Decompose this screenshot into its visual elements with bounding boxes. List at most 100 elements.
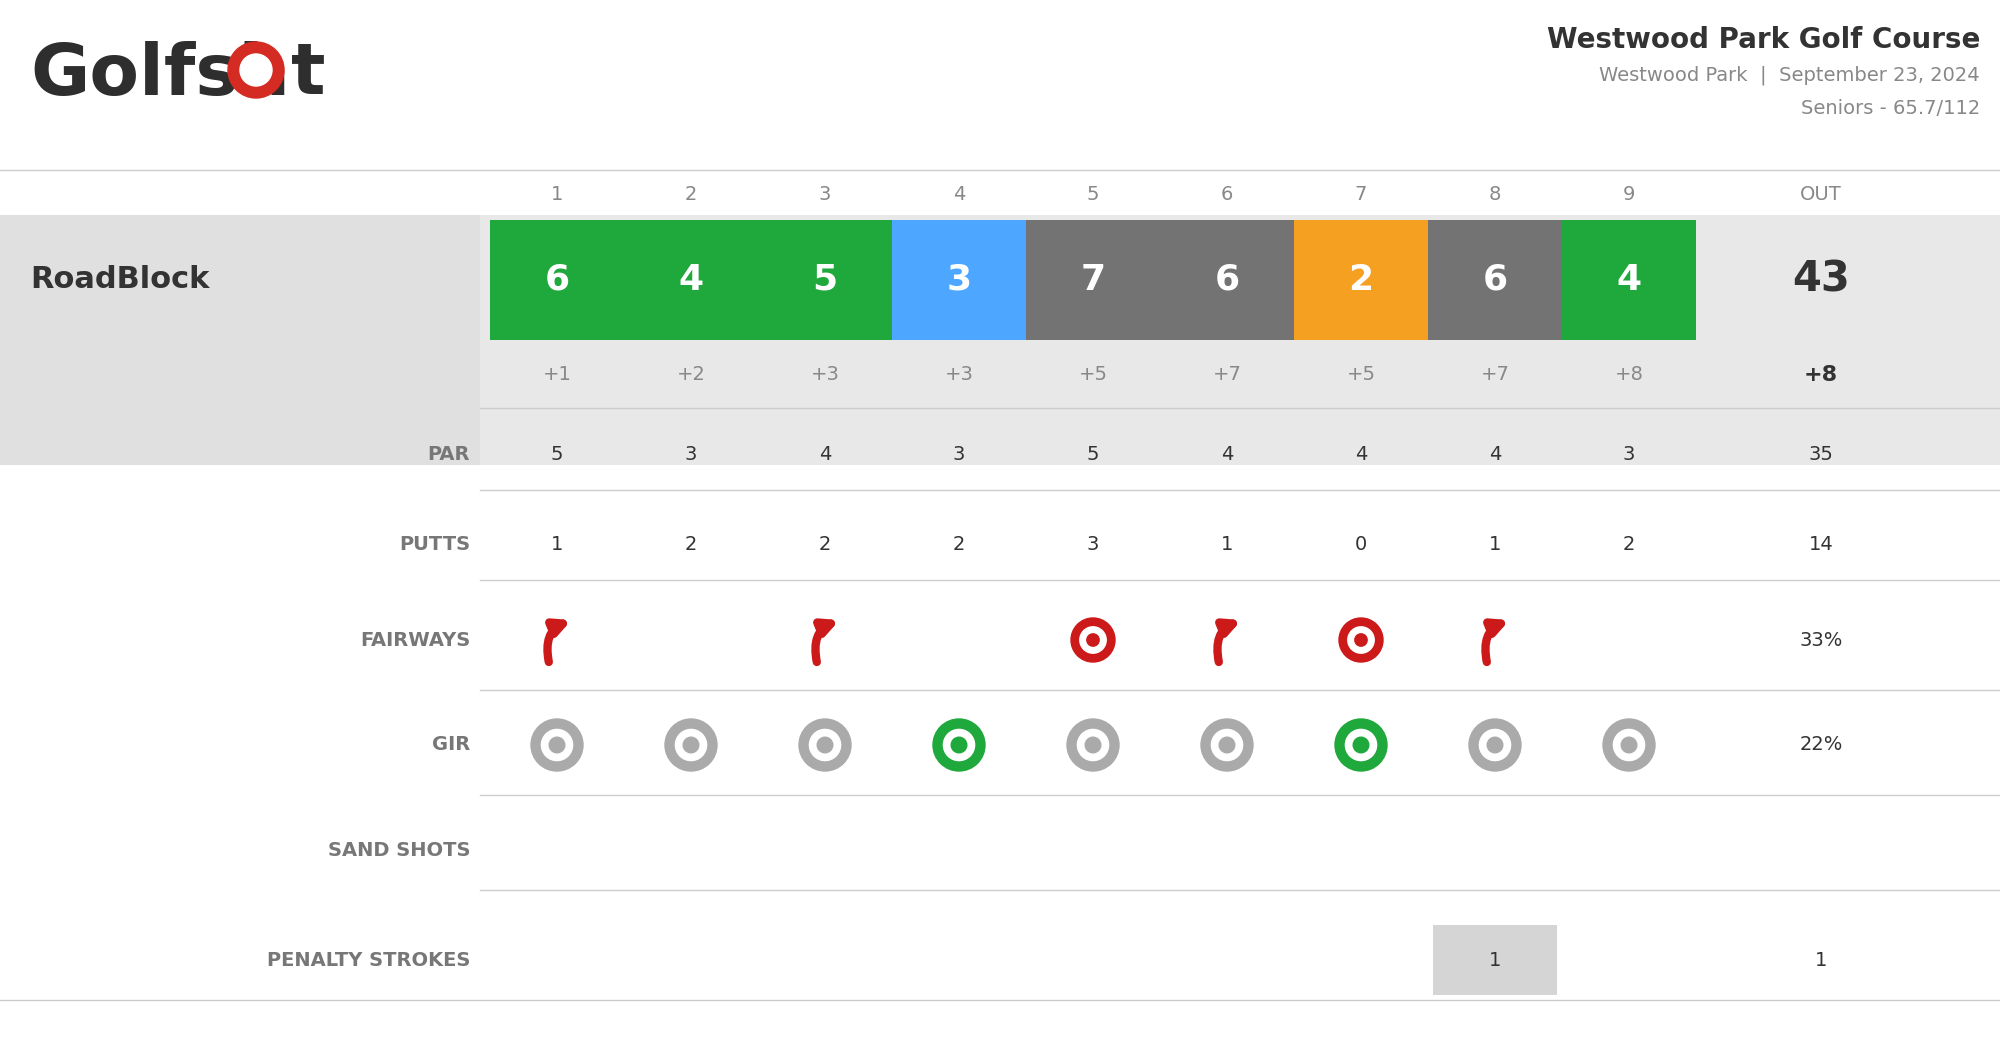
Bar bbox=[1428, 220, 1562, 340]
Text: 1: 1 bbox=[1814, 951, 1828, 969]
Text: 2: 2 bbox=[818, 535, 832, 555]
Text: 2: 2 bbox=[684, 535, 698, 555]
Circle shape bbox=[1488, 738, 1502, 753]
Circle shape bbox=[550, 738, 564, 753]
Text: +5: +5 bbox=[1078, 366, 1108, 384]
Text: 9: 9 bbox=[1622, 186, 1636, 205]
Circle shape bbox=[1080, 627, 1106, 654]
Text: 35: 35 bbox=[1808, 446, 1834, 464]
Text: Golfsh: Golfsh bbox=[30, 41, 290, 109]
Bar bbox=[1562, 220, 1696, 340]
Circle shape bbox=[1604, 719, 1656, 771]
Text: +7: +7 bbox=[1480, 366, 1510, 384]
Text: 1: 1 bbox=[1488, 535, 1502, 555]
Text: GIR: GIR bbox=[432, 736, 470, 754]
Text: 0: 0 bbox=[1354, 535, 1368, 555]
Circle shape bbox=[944, 729, 974, 761]
Text: Westwood Park Golf Course: Westwood Park Golf Course bbox=[1546, 26, 1980, 54]
Bar bbox=[1160, 220, 1294, 340]
Bar bbox=[892, 220, 1026, 340]
Circle shape bbox=[1622, 738, 1636, 753]
Text: +1: +1 bbox=[542, 366, 572, 384]
Text: 1: 1 bbox=[550, 535, 564, 555]
Text: 2: 2 bbox=[1348, 263, 1374, 297]
Text: 3: 3 bbox=[1622, 446, 1636, 464]
Circle shape bbox=[240, 54, 272, 86]
Text: 3: 3 bbox=[818, 186, 832, 205]
Text: 6: 6 bbox=[544, 263, 570, 297]
Text: RoadBlock: RoadBlock bbox=[30, 266, 210, 294]
Circle shape bbox=[1348, 627, 1374, 654]
Circle shape bbox=[1078, 729, 1108, 761]
Text: 3: 3 bbox=[946, 263, 972, 297]
Circle shape bbox=[1212, 729, 1242, 761]
Circle shape bbox=[952, 738, 966, 753]
Circle shape bbox=[1336, 719, 1388, 771]
Circle shape bbox=[932, 719, 984, 771]
Text: PUTTS: PUTTS bbox=[398, 535, 470, 555]
Text: 5: 5 bbox=[550, 446, 564, 464]
Text: 2: 2 bbox=[1622, 535, 1636, 555]
Text: 4: 4 bbox=[678, 263, 704, 297]
Text: 4: 4 bbox=[1220, 446, 1234, 464]
Circle shape bbox=[1468, 719, 1522, 771]
Text: +7: +7 bbox=[1212, 366, 1242, 384]
Text: 7: 7 bbox=[1080, 263, 1106, 297]
Text: 1: 1 bbox=[1220, 535, 1234, 555]
Text: PENALTY STROKES: PENALTY STROKES bbox=[266, 951, 470, 969]
Circle shape bbox=[1086, 738, 1100, 753]
Bar bbox=[624, 220, 758, 340]
Circle shape bbox=[1086, 634, 1100, 646]
Text: 1: 1 bbox=[1488, 951, 1502, 969]
Text: 4: 4 bbox=[1488, 446, 1502, 464]
Circle shape bbox=[676, 729, 706, 761]
Text: 6: 6 bbox=[1482, 263, 1508, 297]
Text: 5: 5 bbox=[1086, 446, 1100, 464]
Text: OUT: OUT bbox=[1800, 186, 1842, 205]
Circle shape bbox=[810, 729, 840, 761]
Bar bbox=[490, 220, 624, 340]
Bar bbox=[1432, 925, 1556, 995]
Bar bbox=[0, 215, 2000, 465]
Bar bbox=[1294, 220, 1428, 340]
Text: 4: 4 bbox=[1354, 446, 1368, 464]
Text: t: t bbox=[292, 41, 326, 109]
Text: FAIRWAYS: FAIRWAYS bbox=[360, 631, 470, 649]
Text: 4: 4 bbox=[952, 186, 966, 205]
Circle shape bbox=[1346, 729, 1376, 761]
Text: +3: +3 bbox=[944, 366, 974, 384]
Text: 2: 2 bbox=[952, 535, 966, 555]
Text: 5: 5 bbox=[812, 263, 838, 297]
Text: 3: 3 bbox=[684, 446, 698, 464]
Text: +2: +2 bbox=[676, 366, 706, 384]
Text: 5: 5 bbox=[1086, 186, 1100, 205]
Text: 3: 3 bbox=[952, 446, 966, 464]
Text: 8: 8 bbox=[1488, 186, 1502, 205]
Text: 4: 4 bbox=[1616, 263, 1642, 297]
Circle shape bbox=[1480, 729, 1510, 761]
Text: 3: 3 bbox=[1086, 535, 1100, 555]
Text: +5: +5 bbox=[1346, 366, 1376, 384]
Circle shape bbox=[1068, 719, 1120, 771]
Text: SAND SHOTS: SAND SHOTS bbox=[328, 841, 470, 859]
Bar bbox=[0, 215, 480, 465]
Circle shape bbox=[1072, 618, 1116, 662]
Text: 4: 4 bbox=[818, 446, 832, 464]
Text: 33%: 33% bbox=[1800, 631, 1842, 649]
Circle shape bbox=[1340, 618, 1384, 662]
Circle shape bbox=[664, 719, 716, 771]
Text: 22%: 22% bbox=[1800, 736, 1842, 754]
Circle shape bbox=[1200, 719, 1252, 771]
Text: 2: 2 bbox=[684, 186, 698, 205]
Circle shape bbox=[684, 738, 698, 753]
Bar bbox=[758, 220, 892, 340]
Text: +8: +8 bbox=[1614, 366, 1644, 384]
Bar bbox=[1026, 220, 1160, 340]
Text: 7: 7 bbox=[1354, 186, 1368, 205]
Text: 6: 6 bbox=[1220, 186, 1234, 205]
Circle shape bbox=[818, 738, 832, 753]
Text: PAR: PAR bbox=[428, 446, 470, 464]
Text: +8: +8 bbox=[1804, 365, 1838, 385]
Circle shape bbox=[532, 719, 584, 771]
Text: +3: +3 bbox=[810, 366, 840, 384]
